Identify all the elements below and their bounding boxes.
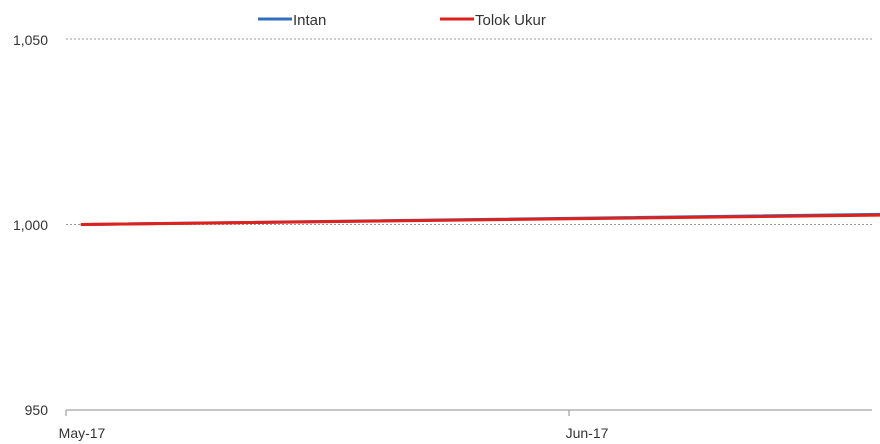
axes: 1,050 1,000 950 May-17 Jun-17 — [13, 32, 872, 441]
x-tick-label-may: May-17 — [59, 425, 106, 441]
legend-label-tolok-ukur: Tolok Ukur — [475, 12, 546, 29]
y-tick-label-1000: 1,000 — [13, 217, 48, 233]
x-tick-label-jun: Jun-17 — [566, 425, 609, 441]
legend-label-intan: Intan — [293, 12, 326, 29]
series-line-tolok-ukur — [80, 213, 880, 226]
y-tick-label-1050: 1,050 — [13, 32, 48, 48]
legend: Intan Tolok Ukur — [258, 12, 546, 29]
y-tick-label-950: 950 — [25, 402, 49, 418]
series-lines — [80, 212, 880, 226]
gridlines — [66, 38, 872, 225]
